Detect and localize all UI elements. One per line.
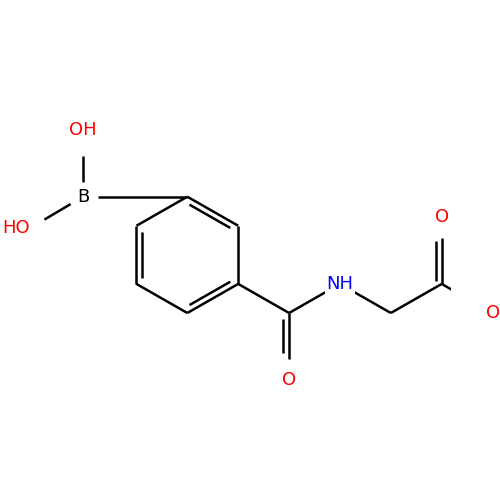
Text: O: O	[434, 208, 449, 226]
Text: OH: OH	[70, 120, 97, 138]
Text: NH: NH	[326, 275, 353, 293]
Text: O: O	[486, 304, 500, 322]
Text: B: B	[77, 188, 90, 206]
Text: HO: HO	[2, 219, 30, 237]
Text: O: O	[282, 371, 296, 389]
